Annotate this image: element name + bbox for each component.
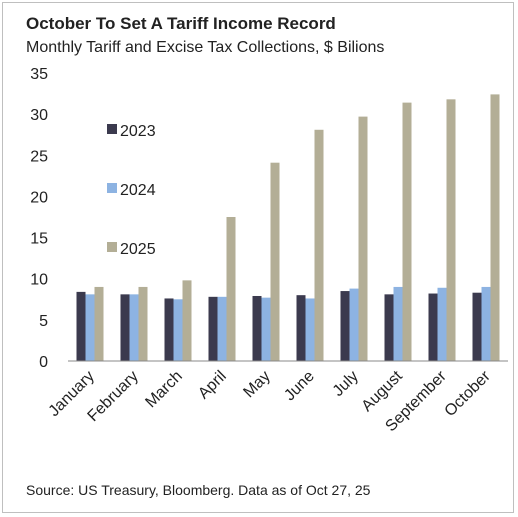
x-tick-label: October bbox=[442, 367, 495, 420]
bar-2024-february bbox=[129, 294, 139, 361]
y-tick-label: 35 bbox=[30, 66, 48, 83]
bar-2023-august bbox=[384, 294, 394, 361]
bar-2024-may bbox=[261, 297, 271, 361]
bar-2023-october bbox=[472, 292, 482, 361]
chart-frame bbox=[2, 2, 514, 513]
y-tick-label: 30 bbox=[30, 107, 48, 124]
chart-title: October To Set A Tariff Income Record bbox=[26, 14, 336, 33]
bar-2024-june bbox=[305, 298, 315, 361]
y-tick-label: 0 bbox=[39, 354, 48, 371]
x-tick-label: July bbox=[330, 368, 362, 400]
y-tick-label: 25 bbox=[30, 148, 48, 165]
bar-2024-july bbox=[349, 288, 359, 361]
bar-2024-march bbox=[173, 299, 183, 361]
bar-2025-june bbox=[314, 129, 324, 361]
bar-2024-january bbox=[85, 294, 95, 361]
bar-2025-july bbox=[358, 116, 368, 361]
x-tick-label: April bbox=[195, 368, 230, 403]
bar-2023-may bbox=[252, 295, 262, 361]
bar-2023-june bbox=[296, 295, 306, 361]
bar-2024-august bbox=[393, 286, 403, 361]
y-tick-label: 15 bbox=[30, 231, 48, 248]
x-tick-label: May bbox=[240, 368, 273, 401]
bar-2025-january bbox=[94, 286, 104, 361]
y-tick-label: 10 bbox=[30, 272, 48, 289]
legend: 2023 2024 2025 bbox=[107, 123, 156, 258]
bar-2025-march bbox=[182, 280, 192, 361]
bar-2025-february bbox=[138, 286, 148, 361]
bar-2023-january bbox=[76, 291, 86, 361]
bar-2024-september bbox=[437, 287, 447, 361]
x-tick-label: June bbox=[281, 368, 318, 405]
bar-2025-april bbox=[226, 217, 236, 361]
bar-2024-april bbox=[217, 296, 227, 361]
bar-2023-february bbox=[120, 294, 130, 361]
bar-2025-may bbox=[270, 162, 280, 361]
y-tick-label: 5 bbox=[39, 313, 48, 330]
legend-swatch-2024 bbox=[107, 183, 117, 193]
legend-label: 2024 bbox=[120, 182, 156, 199]
chart-subtitle: Monthly Tariff and Excise Tax Collection… bbox=[26, 39, 385, 56]
bar-2023-july bbox=[340, 291, 350, 361]
legend-label: 2023 bbox=[120, 123, 156, 140]
bar-2023-march bbox=[164, 298, 174, 361]
y-axis: 0 5 10 15 20 25 30 35 bbox=[30, 66, 48, 371]
legend-swatch-2025 bbox=[107, 242, 117, 252]
bar-2023-april bbox=[208, 296, 218, 361]
x-tick-label: March bbox=[142, 368, 185, 411]
bar-2024-october bbox=[481, 286, 491, 361]
legend-swatch-2023 bbox=[107, 124, 117, 134]
bar-2025-october bbox=[490, 94, 500, 361]
bar-2023-september bbox=[428, 293, 438, 361]
source-note: Source: US Treasury, Bloomberg. Data as … bbox=[26, 482, 371, 498]
bar-2025-august bbox=[402, 102, 412, 362]
bar-2025-september bbox=[446, 99, 456, 361]
legend-label: 2025 bbox=[120, 241, 156, 258]
y-tick-label: 20 bbox=[30, 189, 48, 206]
bar-group bbox=[76, 94, 500, 362]
